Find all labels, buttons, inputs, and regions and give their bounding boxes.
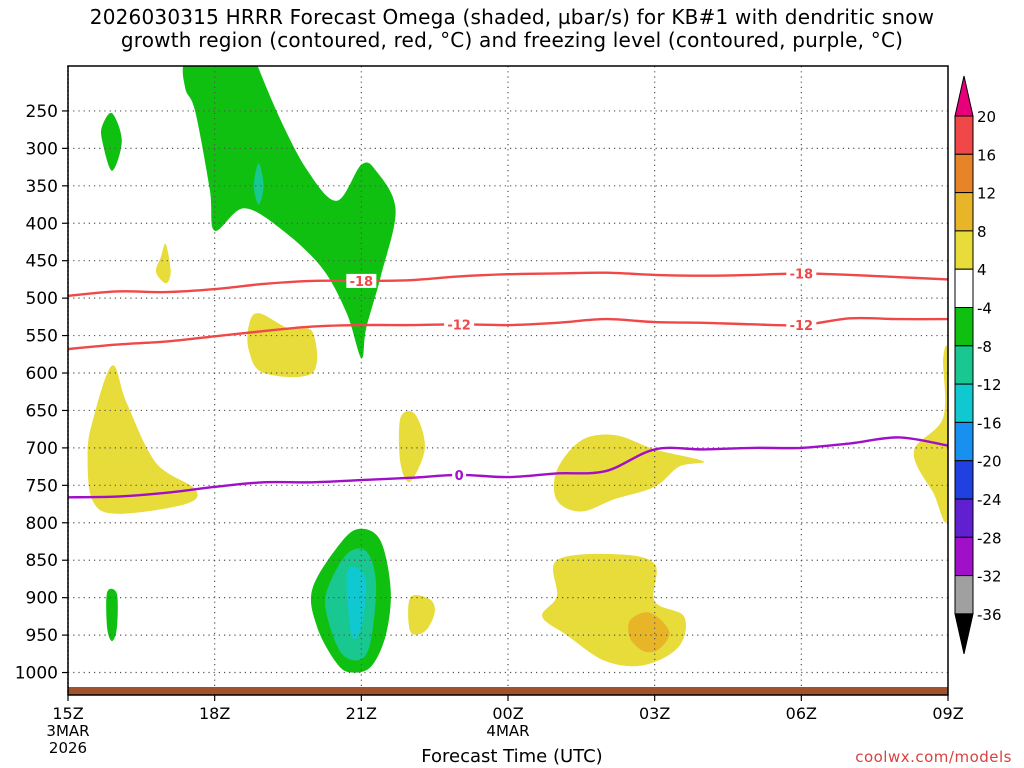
colorbar-bin-8 (954, 383, 974, 423)
credit-link[interactable]: coolwx.com/models (855, 748, 1012, 766)
x-tick-label-06Z: 06Z (786, 704, 817, 723)
omega-shaded-regions (87, 66, 948, 673)
y-tick-label-250: 250 (26, 102, 58, 122)
dgz-top-label-bg-1 (786, 266, 817, 281)
x-tick-sub1-00Z: 4MAR (486, 722, 529, 740)
y-tick-label-650: 650 (26, 401, 58, 421)
colorbar-bin-3 (954, 192, 974, 232)
x-tick-label-03Z: 03Z (639, 704, 670, 723)
x-tick-sub1-15Z: 3MAR (46, 722, 89, 740)
omega-region-14 (628, 612, 670, 653)
y-tick-label-950: 950 (26, 626, 58, 646)
x-tick-label-00Z: 00Z (492, 704, 523, 723)
x-tick-label-18Z: 18Z (199, 704, 230, 723)
omega-region-3 (106, 588, 118, 642)
y-tick-label-700: 700 (26, 439, 58, 459)
omega-region-15 (913, 345, 948, 523)
y-tick-label-350: 350 (26, 177, 58, 197)
colorbar-label-3: 8 (977, 223, 987, 241)
colorbar-label-8: -16 (977, 414, 1002, 432)
dgz-bottom-label-bg-0 (444, 317, 475, 332)
y-tick-label-450: 450 (26, 252, 58, 272)
colorbar-label-6: -8 (977, 338, 992, 356)
colorbar-bin-12 (954, 536, 974, 577)
y-tick-label-750: 750 (26, 476, 58, 496)
colorbar-bin-13 (954, 575, 974, 615)
colorbar-label-9: -20 (977, 453, 1002, 471)
temperature-contours: -18 -18 -12 -12 0 (67, 266, 949, 499)
omega-region-12 (553, 434, 705, 512)
colorbar-label-2: 12 (977, 185, 996, 203)
omega-region-11 (408, 595, 435, 635)
omega-region-0 (101, 112, 122, 171)
y-tick-label-1000: 1000 (15, 664, 58, 684)
y-tick-label-550: 550 (26, 327, 58, 347)
ground-strip (68, 687, 948, 695)
omega-region-8 (247, 313, 318, 378)
omega-region-6 (346, 566, 367, 639)
x-tick-label-09Z: 09Z (932, 704, 963, 723)
colorbar-label-5: -4 (977, 300, 992, 318)
y-tick-label-400: 400 (26, 214, 58, 234)
omega-region-9 (87, 365, 198, 514)
freezing-level-label-bg-0 (452, 467, 467, 482)
y-tick-label-600: 600 (26, 364, 58, 384)
y-tick-label-900: 900 (26, 589, 58, 609)
pressure-axis: 250 300 350 400 450 500 550 600 650 700 750 800 850 9… (15, 102, 68, 684)
dgz-top-label-bg-0 (346, 273, 377, 288)
freezing-level-label-0: 0 (455, 469, 464, 484)
ground-layer (68, 687, 948, 695)
chart-title: 2026030315 HRRR Forecast Omega (shaded, … (0, 6, 1024, 52)
colorbar-bin-4 (954, 230, 974, 270)
colorbar-label-7: -12 (977, 376, 1002, 394)
x-tick-label-21Z: 21Z (346, 704, 377, 723)
freezing-level-line (67, 436, 949, 499)
colorbar-bin-7 (954, 345, 974, 385)
omega-region-2 (253, 163, 264, 205)
x-axis-label: Forecast Time (UTC) (421, 746, 603, 767)
colorbar-bin-bottom (954, 613, 974, 655)
chart-grid (68, 66, 948, 695)
omega-colorbar: 20 16 12 8 4 -4 -8 -12 -16 -20 -24 -28 -32 -36 (954, 75, 1002, 655)
x-tick-sub2-15Z: 2026 (49, 739, 87, 757)
dgz-top-label-1: -18 (790, 267, 814, 282)
y-tick-label-800: 800 (26, 514, 58, 534)
dgz-bottom-label-bg-1 (786, 318, 817, 333)
dgz-bottom-label-1: -12 (790, 319, 814, 334)
omega-region-10 (398, 411, 425, 482)
colorbar-bin-11 (954, 498, 974, 538)
colorbar-label-10: -24 (977, 491, 1002, 509)
colorbar-label-12: -32 (977, 568, 1002, 586)
colorbar-label-0: 20 (977, 108, 996, 126)
omega-region-13 (542, 553, 686, 667)
colorbar-bin-5 (954, 268, 974, 309)
omega-region-7 (155, 243, 171, 284)
y-tick-label-300: 300 (26, 139, 58, 159)
chart-title-line2: growth region (contoured, red, °C) and f… (120, 28, 904, 52)
y-tick-label-500: 500 (26, 289, 58, 309)
omega-region-1 (182, 66, 396, 359)
chart-title-line1: 2026030315 HRRR Forecast Omega (shaded, … (89, 5, 935, 29)
colorbar-label-4: 4 (977, 261, 987, 279)
dgz-top-label-0: -18 (350, 275, 374, 290)
colorbar-bin-10 (954, 460, 974, 500)
colorbar-bin-6 (954, 307, 974, 347)
y-tick-label-850: 850 (26, 551, 58, 571)
dgz-bottom-label-0: -12 (447, 318, 471, 333)
colorbar-label-1: 16 (977, 146, 996, 164)
colorbar-bin-9 (954, 421, 974, 462)
x-tick-label-15Z: 15Z (52, 704, 83, 723)
colorbar-bin-1 (954, 115, 974, 155)
colorbar-label-11: -28 (977, 529, 1002, 547)
colorbar-label-13: -36 (977, 606, 1002, 624)
colorbar-bin-2 (954, 153, 974, 194)
colorbar-bin-top (954, 75, 974, 117)
